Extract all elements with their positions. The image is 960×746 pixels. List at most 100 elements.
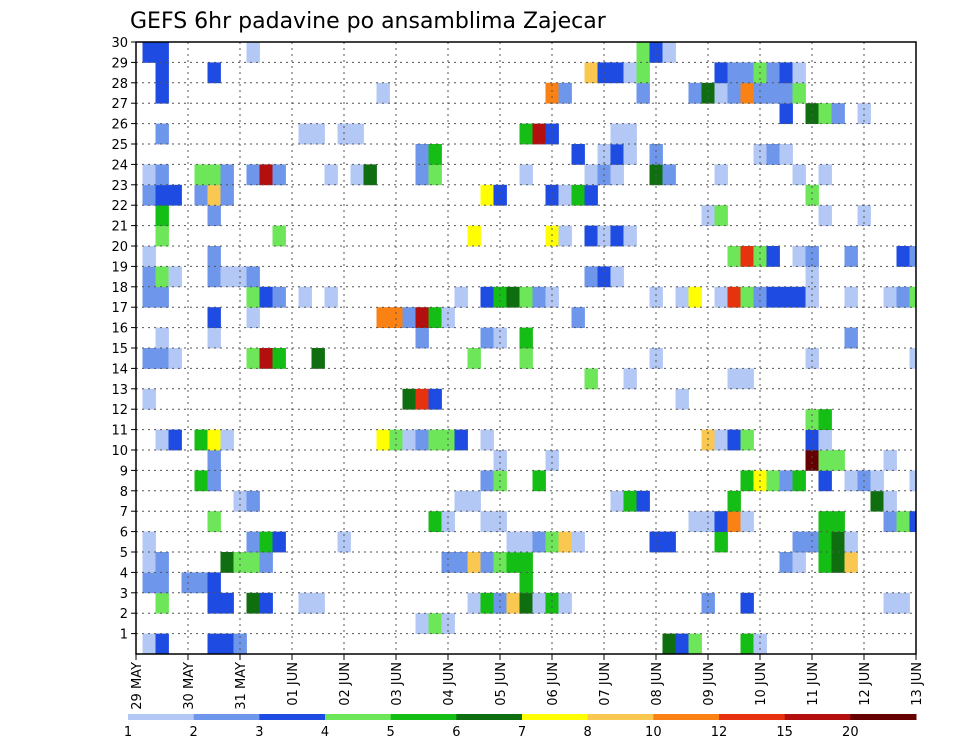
heatmap-cell — [207, 246, 221, 267]
heatmap-cell — [376, 307, 390, 328]
colorbar-label: 10 — [645, 725, 662, 740]
heatmap-cell — [493, 450, 507, 471]
y-tick-label: 5 — [120, 546, 128, 561]
heatmap-cell — [558, 592, 572, 614]
x-tick-label: 06 JUN — [546, 662, 561, 706]
grid-layer — [136, 42, 916, 654]
heatmap-cell — [155, 429, 169, 451]
heatmap-cell — [610, 490, 624, 512]
heatmap-cell — [532, 123, 546, 145]
heatmap-cell — [168, 266, 182, 288]
y-tick-label: 27 — [111, 97, 128, 112]
heatmap-cell — [818, 164, 832, 186]
heatmap-cell — [727, 62, 741, 84]
y-tick-label: 6 — [120, 526, 128, 541]
chart-title: GEFS 6hr padavine po ansamblima Zajecar — [130, 9, 607, 34]
heatmap-cell — [246, 592, 260, 614]
colorbar-swatch — [522, 714, 589, 720]
heatmap-cell — [818, 429, 832, 451]
heatmap-cell — [519, 592, 533, 614]
heatmap-cell — [610, 164, 624, 186]
x-tick-label: 02 JUN — [338, 662, 353, 706]
heatmap-cell — [857, 103, 871, 124]
heatmap-cell — [246, 490, 260, 512]
heatmap-cell — [480, 470, 494, 492]
heatmap-cell — [467, 490, 481, 512]
heatmap-cell — [402, 429, 416, 451]
heatmap-cell — [233, 552, 247, 573]
heatmap-cell — [220, 429, 234, 451]
heatmap-cell — [155, 62, 169, 84]
y-tick-label: 20 — [111, 240, 128, 255]
heatmap-cell — [545, 450, 559, 471]
heatmap-cell — [155, 225, 169, 247]
heatmap-cell — [623, 368, 637, 390]
colorbar-swatch — [587, 714, 654, 720]
heatmap-cell — [480, 184, 494, 206]
x-tick-label: 05 JUN — [494, 662, 509, 706]
heatmap-cell — [740, 246, 754, 267]
heatmap-cell — [636, 82, 650, 104]
heatmap-cell — [207, 266, 221, 288]
heatmap-cell — [428, 307, 442, 328]
heatmap-cell — [142, 531, 156, 553]
x-tick-label: 09 JUN — [702, 662, 717, 706]
y-tick-label: 26 — [111, 118, 128, 133]
heatmap-cell — [142, 266, 156, 288]
colorbar-label: 12 — [711, 725, 728, 740]
heatmap-cell — [415, 164, 429, 186]
heatmap-cell — [792, 246, 806, 267]
x-tick-label: 07 JUN — [598, 662, 613, 706]
heatmap-cell — [792, 470, 806, 492]
y-tick-label: 23 — [111, 179, 128, 194]
heatmap-cell — [155, 286, 169, 308]
y-tick-label: 22 — [111, 199, 128, 214]
heatmap-cell — [454, 286, 468, 308]
heatmap-cell — [415, 388, 429, 410]
colorbar: 1 2 3 4 5 6 7 8 10 12 15 20 — [124, 714, 917, 740]
heatmap-cell — [779, 82, 793, 104]
heatmap-cell — [818, 552, 832, 573]
heatmap-cell — [415, 144, 429, 165]
heatmap-cell — [272, 164, 286, 186]
heatmap-cell — [753, 246, 767, 267]
heatmap-cell — [194, 429, 208, 451]
heatmap-cell — [194, 470, 208, 492]
heatmap-cell — [727, 490, 741, 512]
heatmap-cell — [844, 470, 858, 492]
heatmap-cell — [753, 82, 767, 104]
heatmap-cell — [714, 62, 728, 84]
heatmap-cell — [701, 592, 715, 614]
heatmap-cell — [545, 82, 559, 104]
heatmap-cell — [311, 123, 325, 145]
heatmap-cell — [584, 164, 598, 186]
heatmap-cell — [155, 327, 169, 349]
heatmap-cell — [779, 552, 793, 573]
heatmap-cell — [610, 225, 624, 247]
heatmap-cell — [779, 144, 793, 165]
heatmap-cell — [142, 348, 156, 369]
x-tick-label: 11 JUN — [806, 662, 821, 706]
heatmap-cell — [142, 42, 156, 63]
heatmap-cell — [636, 490, 650, 512]
heatmap-cell — [623, 123, 637, 145]
heatmap-cell — [792, 531, 806, 553]
heatmap-cell — [272, 531, 286, 553]
heatmap-cell — [909, 246, 917, 267]
heatmap-cell — [155, 633, 169, 655]
heatmap-cell — [831, 511, 845, 532]
colorbar-label: 20 — [842, 725, 859, 740]
heatmap-cell — [142, 286, 156, 308]
heatmap-cell — [155, 184, 169, 206]
heatmap-cell — [740, 286, 754, 308]
heatmap-cell — [805, 348, 819, 369]
heatmap-cell — [272, 286, 286, 308]
heatmap-cell — [584, 184, 598, 206]
heatmap-cell — [610, 123, 624, 145]
heatmap-cell — [831, 103, 845, 124]
heatmap-cell — [493, 184, 507, 206]
heatmap-cell — [441, 511, 455, 532]
heatmap-cell — [766, 82, 780, 104]
heatmap-cell — [480, 552, 494, 573]
